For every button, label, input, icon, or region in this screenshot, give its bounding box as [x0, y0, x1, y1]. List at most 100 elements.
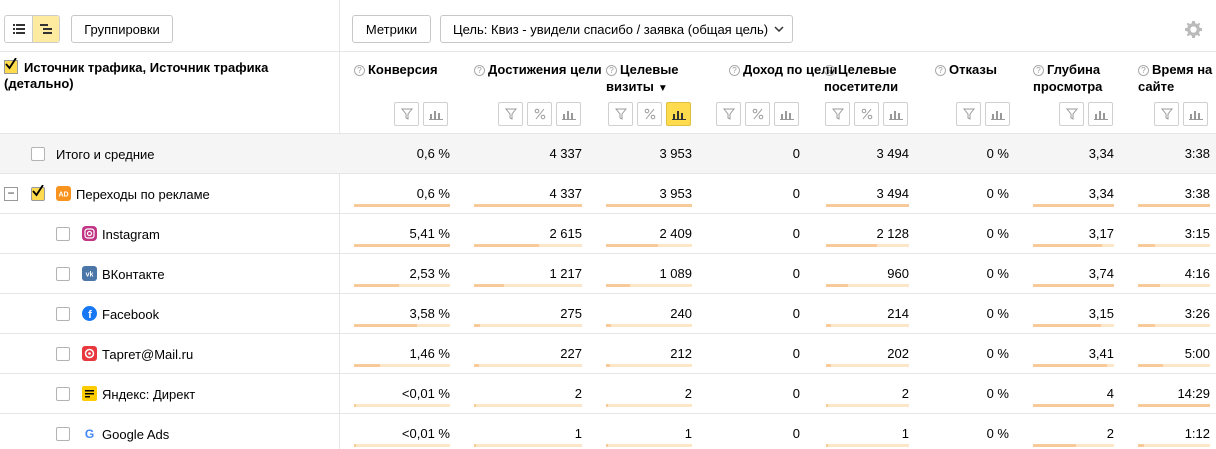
dimension-checkbox[interactable] — [4, 58, 18, 74]
gear-icon[interactable] — [1185, 21, 1202, 38]
table-row[interactable]: Яндекс: Директ <0,01 % 2 2 0 2 0 % 4 14:29 — [0, 374, 1216, 414]
collapse-toggle[interactable]: − — [4, 187, 18, 201]
row-checkbox[interactable] — [31, 147, 45, 161]
table-row[interactable]: Таргет@Mail.ru 1,46 % 227 212 0 202 0 % 3,41 5:0… — [0, 334, 1216, 374]
value-bar-fill — [826, 284, 848, 287]
row-checkbox[interactable] — [56, 427, 70, 441]
table-cell: 202 — [887, 346, 909, 361]
chart-toggle-button[interactable] — [1183, 102, 1208, 126]
table-cell: 3,34 — [1088, 146, 1114, 161]
row-label[interactable]: Таргет@Mail.ru — [102, 347, 194, 362]
totals-row[interactable]: Итого и средние 0,6 % 4 337 3 953 0 3 494 0 % 3… — [0, 134, 1216, 174]
table-cell: 1,46 % — [409, 346, 450, 361]
percent-button[interactable] — [745, 102, 770, 126]
goal-select[interactable]: Цель: Квиз - увидели спасибо / заявка (о… — [440, 15, 793, 43]
row-label[interactable]: ВКонтакте — [102, 267, 165, 282]
help-icon[interactable]: ? — [606, 65, 617, 76]
value-bar — [826, 324, 909, 327]
value-bar — [1033, 324, 1114, 327]
table-cell: 212 — [670, 346, 692, 361]
row-label[interactable]: Яндекс: Директ — [102, 387, 196, 402]
table-row[interactable]: vk ВКонтакте 2,53 % 1 217 1 089 0 960 0 % 3,74 4:… — [0, 254, 1216, 294]
bar-chart-icon — [428, 111, 443, 120]
filter-icon — [1065, 108, 1078, 120]
filter-button[interactable] — [394, 102, 419, 126]
vk-icon: vk — [82, 266, 97, 281]
chart-toggle-button[interactable] — [423, 102, 448, 126]
value-bar-fill — [826, 324, 831, 327]
chart-toggle-button[interactable] — [666, 102, 691, 126]
facebook-icon: f — [82, 306, 97, 321]
help-icon[interactable]: ? — [935, 65, 946, 76]
help-icon[interactable]: ? — [1033, 65, 1044, 76]
value-bar — [1138, 204, 1210, 207]
help-icon[interactable]: ? — [729, 65, 740, 76]
value-bar — [826, 404, 909, 407]
metrics-button[interactable]: Метрики — [352, 15, 431, 43]
value-bar — [354, 444, 450, 447]
value-bar-fill — [474, 444, 476, 447]
chart-toggle-button[interactable] — [985, 102, 1010, 126]
filter-button[interactable] — [825, 102, 850, 126]
column-header[interactable]: ? Отказы — [935, 61, 1039, 78]
filter-icon — [831, 108, 844, 120]
table-row[interactable]: Instagram 5,41 % 2 615 2 409 0 2 128 0 % 3,17 3:… — [0, 214, 1216, 254]
filter-button[interactable] — [1059, 102, 1084, 126]
value-bar — [474, 324, 582, 327]
chart-toggle-button[interactable] — [556, 102, 581, 126]
table-row[interactable]: G Google Ads <0,01 % 1 1 0 1 0 % 2 1:12 — [0, 414, 1216, 449]
row-checkbox[interactable] — [31, 185, 45, 201]
table-cell: 2 — [1106, 426, 1114, 441]
column-header[interactable]: ? Целевые визиты ▼ — [606, 61, 722, 97]
value-bar — [354, 324, 450, 327]
table-cell: 0 % — [986, 186, 1009, 201]
help-icon[interactable]: ? — [354, 65, 365, 76]
column-header[interactable]: ? Глубина просмотра — [1033, 61, 1144, 95]
value-bar-fill — [826, 364, 831, 367]
chart-toggle-button[interactable] — [774, 102, 799, 126]
filter-button[interactable] — [498, 102, 523, 126]
help-icon[interactable]: ? — [1138, 65, 1149, 76]
value-bar — [606, 404, 692, 407]
row-label[interactable]: Переходы по рекламе — [76, 187, 210, 202]
column-header[interactable]: ? Конверсия — [354, 61, 480, 78]
tree-icon — [40, 24, 52, 34]
percent-button[interactable] — [527, 102, 552, 126]
row-label[interactable]: Instagram — [102, 227, 160, 242]
table-row[interactable]: − AD Переходы по рекламе 0,6 % 4 337 3 953 0 3 … — [0, 174, 1216, 214]
filter-button[interactable] — [1154, 102, 1179, 126]
row-label[interactable]: Facebook — [102, 307, 160, 322]
percent-button[interactable] — [637, 102, 662, 126]
groupings-button[interactable]: Группировки — [71, 15, 173, 43]
column-header-label: Время на сайте — [1138, 62, 1213, 94]
column-header[interactable]: ? Доход по цели — [729, 61, 843, 78]
table-cell: 3:15 — [1184, 226, 1210, 241]
chart-toggle-button[interactable] — [883, 102, 908, 126]
column-header[interactable]: ? Время на сайте — [1138, 61, 1216, 95]
filter-button[interactable] — [608, 102, 633, 126]
chart-toggle-button[interactable] — [1088, 102, 1113, 126]
table-row[interactable]: f Facebook 3,58 % 275 240 0 214 0 % 3,15 3:26 — [0, 294, 1216, 334]
filter-button[interactable] — [956, 102, 981, 126]
column-header[interactable]: ? Достижения цели — [474, 61, 612, 78]
row-checkbox[interactable] — [56, 387, 70, 401]
row-checkbox[interactable] — [56, 227, 70, 241]
table-cell: 4 337 — [549, 146, 582, 161]
row-checkbox[interactable] — [56, 267, 70, 281]
value-bar-fill — [606, 204, 692, 207]
row-label[interactable]: Google Ads — [102, 427, 170, 442]
table-cell: 3 494 — [876, 146, 909, 161]
help-icon[interactable]: ? — [474, 65, 485, 76]
column-header-label: Конверсия — [368, 62, 438, 77]
column-header[interactable]: ? Целевые посетители — [824, 61, 937, 95]
checkmark-icon — [5, 58, 17, 70]
help-icon[interactable]: ? — [824, 65, 835, 76]
tree-view-button[interactable] — [32, 16, 59, 42]
toolbar: Группировки Метрики Цель: Квиз - увидели… — [0, 0, 1216, 52]
percent-button[interactable] — [854, 102, 879, 126]
table-cell: 275 — [560, 306, 582, 321]
row-checkbox[interactable] — [56, 347, 70, 361]
filter-button[interactable] — [716, 102, 741, 126]
list-view-button[interactable] — [5, 16, 32, 42]
row-checkbox[interactable] — [56, 307, 70, 321]
